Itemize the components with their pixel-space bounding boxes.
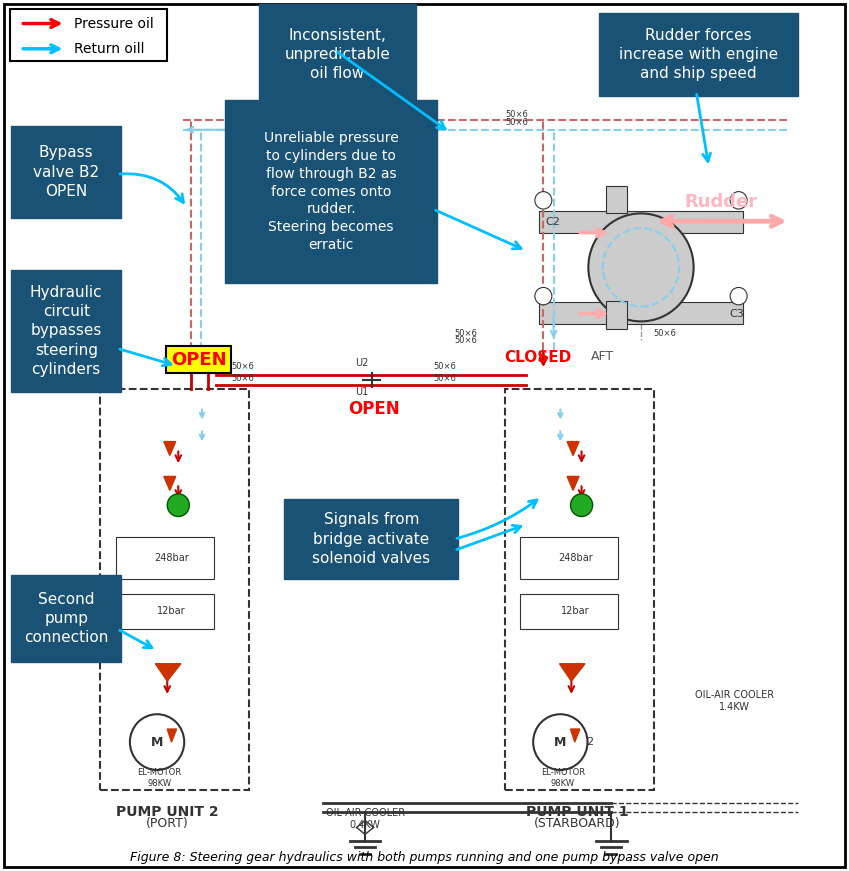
Text: AFT: AFT <box>591 350 615 363</box>
Bar <box>10 9 167 61</box>
Text: Rudder: Rudder <box>684 192 757 211</box>
Circle shape <box>167 494 189 517</box>
Circle shape <box>535 192 552 209</box>
FancyBboxPatch shape <box>599 13 798 96</box>
Text: 50×6: 50×6 <box>505 118 528 127</box>
Polygon shape <box>155 664 181 681</box>
FancyBboxPatch shape <box>11 575 121 662</box>
Polygon shape <box>167 729 177 742</box>
Text: PUMP UNIT 2: PUMP UNIT 2 <box>116 805 218 819</box>
Text: (STARBOARD): (STARBOARD) <box>534 818 621 830</box>
Circle shape <box>588 213 694 321</box>
Text: Return oill: Return oill <box>74 42 144 56</box>
Text: 12bar: 12bar <box>157 606 186 617</box>
Bar <box>606 186 627 213</box>
Bar <box>116 537 214 579</box>
Polygon shape <box>571 729 580 742</box>
Text: 50×6: 50×6 <box>454 336 477 345</box>
Text: Pressure oil: Pressure oil <box>74 17 154 30</box>
Text: OPEN: OPEN <box>171 351 227 368</box>
Text: OPEN: OPEN <box>348 401 399 418</box>
Text: 50×6: 50×6 <box>433 362 456 371</box>
Text: Rudder forces
increase with engine
and ship speed: Rudder forces increase with engine and s… <box>619 28 778 81</box>
Polygon shape <box>567 442 579 456</box>
Bar <box>539 211 743 233</box>
Bar <box>520 537 618 579</box>
Text: Signals from
bridge activate
solenoid valves: Signals from bridge activate solenoid va… <box>312 512 430 566</box>
FancyBboxPatch shape <box>11 126 121 218</box>
Text: EL-MOTOR
98KW: EL-MOTOR 98KW <box>138 768 182 787</box>
Text: EL-MOTOR
98KW: EL-MOTOR 98KW <box>541 768 585 787</box>
FancyBboxPatch shape <box>284 499 458 579</box>
Text: 248bar: 248bar <box>559 553 593 564</box>
Circle shape <box>730 192 747 209</box>
Text: C3: C3 <box>729 308 745 319</box>
Bar <box>100 389 249 790</box>
Polygon shape <box>164 476 176 490</box>
Polygon shape <box>559 664 585 681</box>
Text: 50×6: 50×6 <box>654 329 677 338</box>
Text: 2: 2 <box>586 737 593 747</box>
Text: 50×6: 50×6 <box>505 110 528 118</box>
Text: Hydraulic
circuit
bypasses
steering
cylinders: Hydraulic circuit bypasses steering cyli… <box>30 285 103 377</box>
Text: Bypass
valve B2
OPEN: Bypass valve B2 OPEN <box>33 145 99 199</box>
Polygon shape <box>567 476 579 490</box>
Polygon shape <box>164 442 176 456</box>
Text: 50×6: 50×6 <box>231 374 254 382</box>
Bar <box>539 302 743 324</box>
Text: M: M <box>151 736 163 748</box>
FancyBboxPatch shape <box>259 4 416 105</box>
Text: 248bar: 248bar <box>155 553 188 564</box>
Text: Second
pump
connection: Second pump connection <box>24 591 109 645</box>
Bar <box>606 301 627 329</box>
Text: C2: C2 <box>545 217 560 227</box>
Text: Inconsistent,
unpredictable
oil flow: Inconsistent, unpredictable oil flow <box>284 28 391 81</box>
Text: OIL-AIR COOLER
0.4KW: OIL-AIR COOLER 0.4KW <box>325 808 405 829</box>
Text: (PORT): (PORT) <box>146 818 188 830</box>
Text: 50×6: 50×6 <box>433 374 456 382</box>
Text: 12bar: 12bar <box>561 606 590 617</box>
Circle shape <box>730 287 747 305</box>
Text: 50×6: 50×6 <box>454 329 477 338</box>
Text: M: M <box>554 736 566 748</box>
FancyBboxPatch shape <box>225 100 437 283</box>
Text: Unreliable pressure
to cylinders due to
flow through B2 as
force comes onto
rudd: Unreliable pressure to cylinders due to … <box>264 131 398 253</box>
Text: U2: U2 <box>355 358 368 368</box>
Text: PUMP UNIT 1: PUMP UNIT 1 <box>526 805 628 819</box>
Circle shape <box>571 494 593 517</box>
Text: CLOSED: CLOSED <box>504 349 572 365</box>
Circle shape <box>535 287 552 305</box>
Text: U1: U1 <box>355 387 368 396</box>
Bar <box>116 594 214 629</box>
Bar <box>520 594 618 629</box>
Circle shape <box>130 714 184 770</box>
Text: Figure 8: Steering gear hydraulics with both pumps running and one pump bypass v: Figure 8: Steering gear hydraulics with … <box>130 851 719 863</box>
FancyBboxPatch shape <box>11 270 121 392</box>
Text: OIL-AIR COOLER
1.4KW: OIL-AIR COOLER 1.4KW <box>694 691 774 712</box>
Circle shape <box>533 714 588 770</box>
Bar <box>505 389 654 790</box>
Text: 50×6: 50×6 <box>231 362 254 371</box>
